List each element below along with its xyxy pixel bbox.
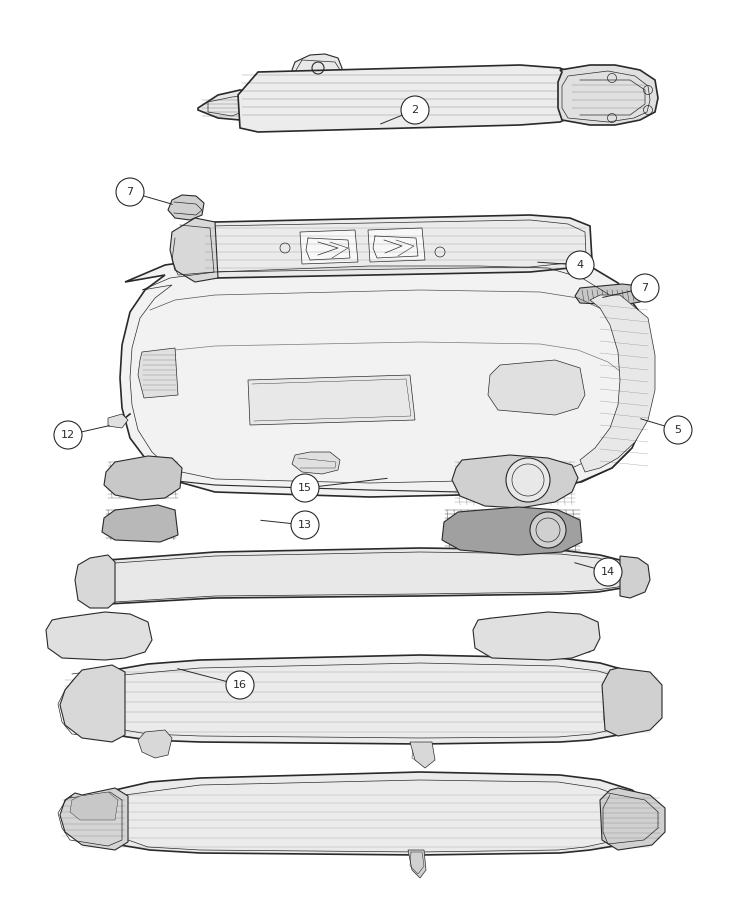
Polygon shape [238, 65, 575, 132]
Polygon shape [75, 772, 658, 855]
Polygon shape [198, 90, 265, 120]
Polygon shape [138, 348, 178, 398]
Text: 15: 15 [298, 483, 312, 493]
Polygon shape [138, 730, 172, 758]
Polygon shape [72, 655, 658, 744]
Polygon shape [102, 505, 178, 542]
Circle shape [566, 251, 594, 279]
Text: 13: 13 [298, 520, 312, 530]
Polygon shape [168, 195, 204, 220]
Circle shape [291, 474, 319, 502]
Circle shape [291, 511, 319, 539]
Circle shape [401, 96, 429, 124]
Polygon shape [408, 850, 426, 878]
Polygon shape [580, 295, 655, 472]
Polygon shape [410, 742, 435, 768]
Polygon shape [46, 612, 152, 660]
Polygon shape [108, 414, 128, 428]
Polygon shape [195, 215, 592, 278]
Polygon shape [368, 228, 425, 262]
Polygon shape [600, 788, 665, 850]
Circle shape [116, 178, 144, 206]
Text: 4: 4 [576, 260, 584, 270]
Polygon shape [75, 555, 115, 608]
Polygon shape [602, 668, 662, 736]
Polygon shape [442, 507, 582, 555]
Polygon shape [60, 665, 125, 742]
Polygon shape [82, 548, 638, 604]
Text: 16: 16 [233, 680, 247, 690]
Polygon shape [620, 556, 650, 598]
Polygon shape [575, 284, 645, 305]
Text: 7: 7 [642, 283, 648, 293]
Polygon shape [120, 252, 650, 497]
Polygon shape [292, 452, 340, 474]
Polygon shape [70, 792, 118, 820]
Circle shape [631, 274, 659, 302]
Polygon shape [452, 455, 578, 508]
Text: 2: 2 [411, 105, 419, 115]
Circle shape [530, 512, 566, 548]
Polygon shape [60, 788, 128, 850]
Circle shape [664, 416, 692, 444]
Text: 14: 14 [601, 567, 615, 577]
Polygon shape [488, 360, 585, 415]
Polygon shape [170, 218, 218, 282]
Circle shape [226, 671, 254, 699]
Circle shape [54, 421, 82, 449]
Polygon shape [248, 375, 415, 425]
Polygon shape [292, 54, 342, 82]
Circle shape [506, 458, 550, 502]
Polygon shape [558, 65, 658, 125]
Polygon shape [300, 230, 358, 264]
Polygon shape [473, 612, 600, 660]
Text: 5: 5 [674, 425, 682, 435]
Circle shape [594, 558, 622, 586]
Text: 7: 7 [127, 187, 133, 197]
Polygon shape [104, 456, 182, 500]
Text: 12: 12 [61, 430, 75, 440]
